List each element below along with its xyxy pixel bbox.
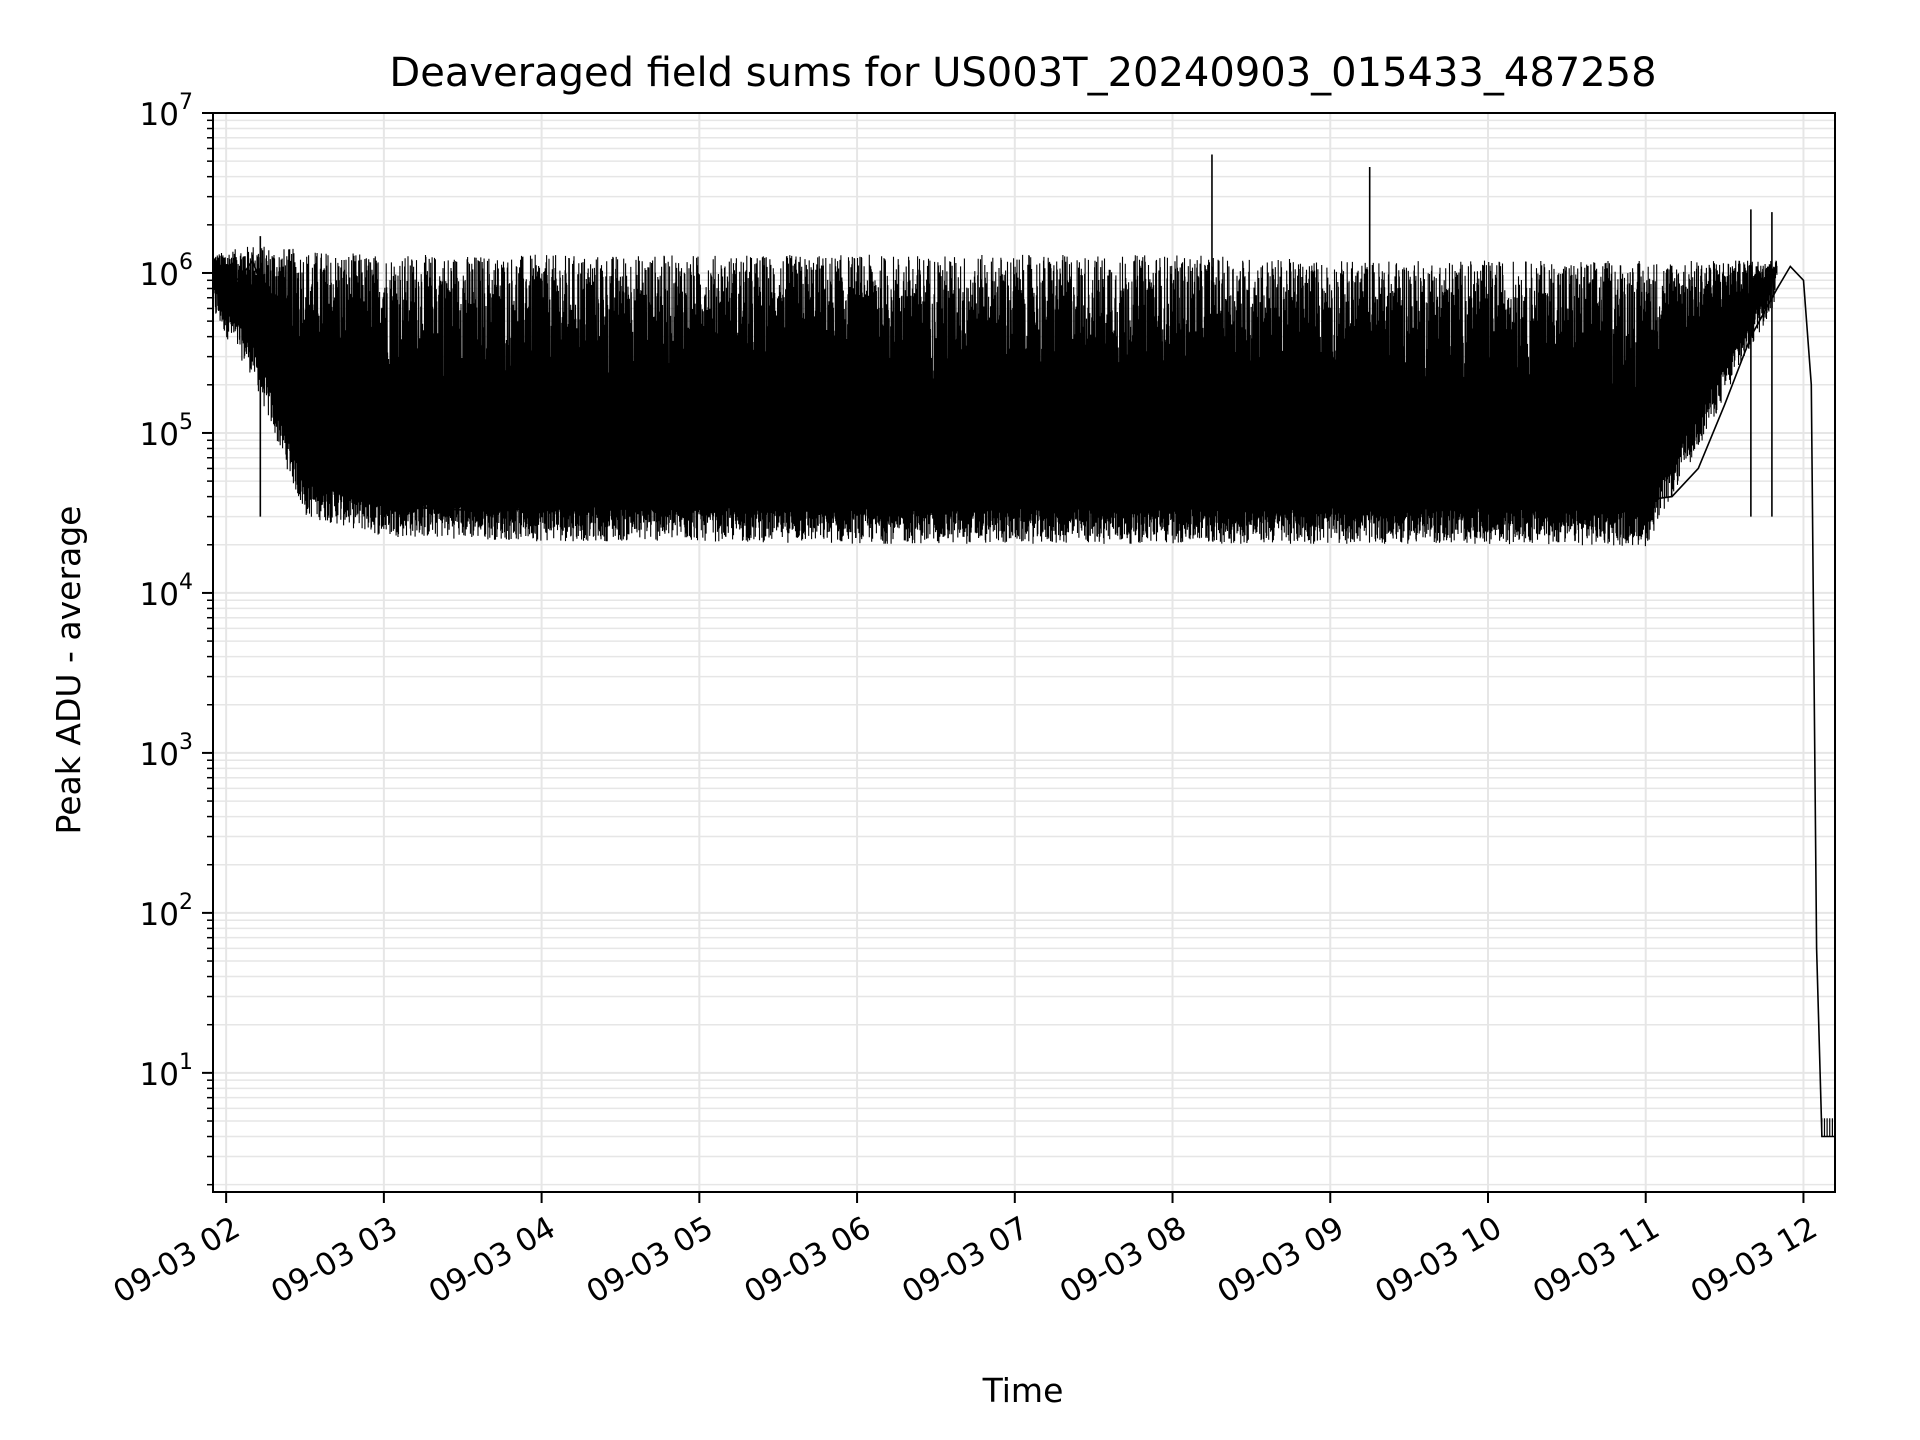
y-tick-label: 107: [140, 90, 193, 133]
y-tick-label: 106: [140, 250, 193, 293]
y-tick-label: 105: [140, 410, 193, 453]
plot-frame: [212, 112, 1836, 1193]
x-axis-title: Time: [982, 1371, 1064, 1410]
y-tick-label: 103: [140, 730, 193, 773]
series-line: [212, 258, 1835, 1138]
y-tick-label: 102: [140, 890, 193, 933]
data-layer: [212, 154, 1836, 1138]
y-tick-label: 104: [140, 570, 193, 613]
y-tick-label: 101: [140, 1050, 193, 1093]
chart-title: Deaveraged field sums for US003T_2024090…: [389, 50, 1656, 96]
series-band: [212, 246, 1778, 547]
y-axis-title: Peak ADU - average: [49, 506, 88, 835]
